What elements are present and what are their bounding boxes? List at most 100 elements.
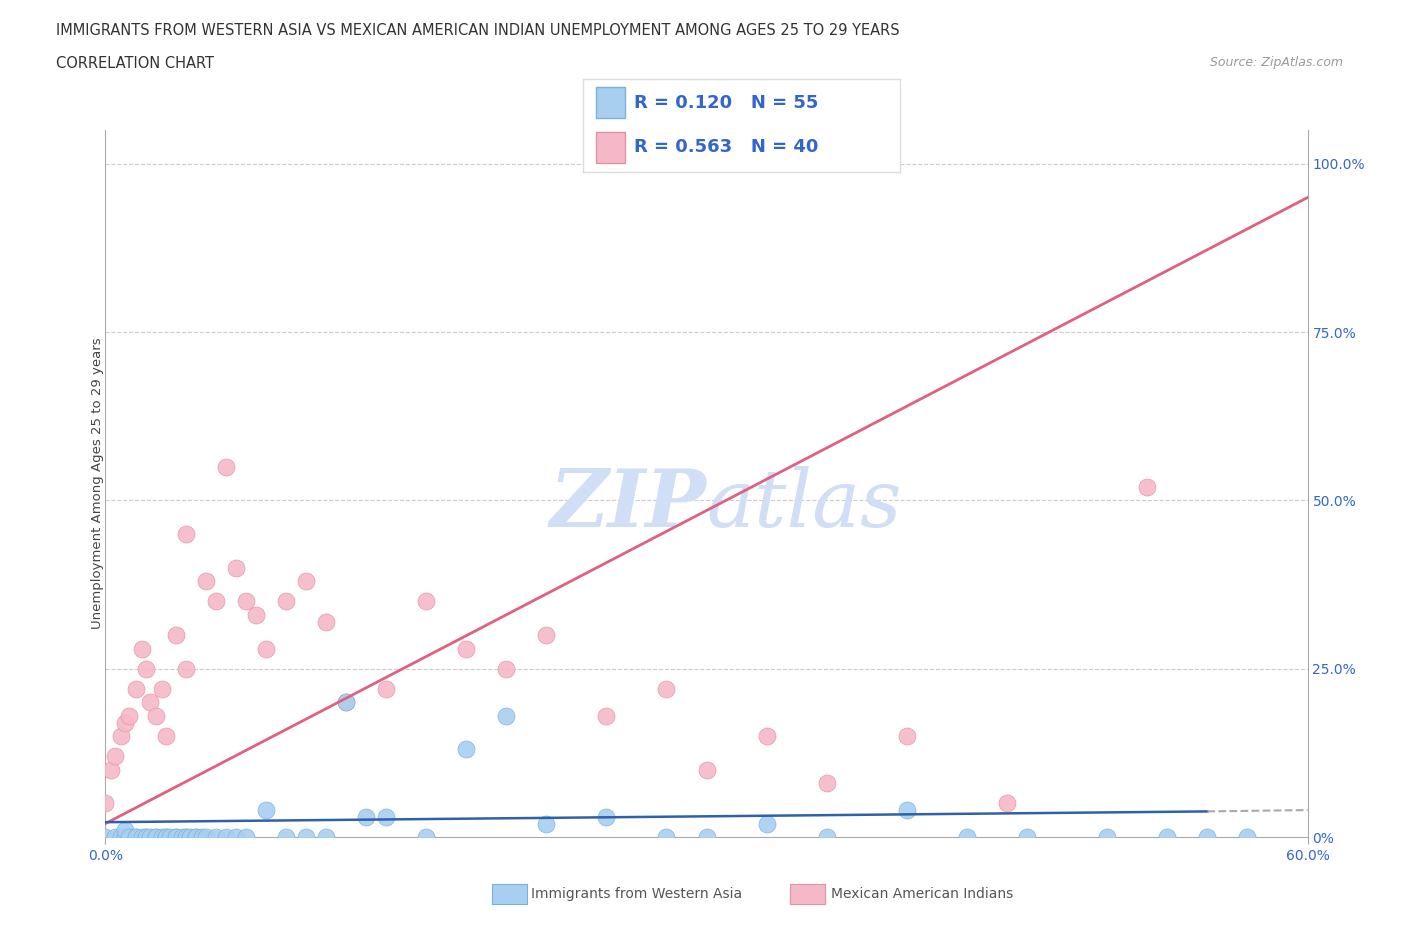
Point [454, 641, 477, 656]
Point [124, 830, 146, 844]
Point [118, 830, 141, 844]
Text: Source: ZipAtlas.com: Source: ZipAtlas.com [1209, 56, 1343, 69]
Point [184, 830, 207, 844]
Point [896, 803, 918, 817]
Point [696, 763, 718, 777]
Point [194, 574, 217, 589]
Text: atlas: atlas [707, 466, 901, 543]
Point [295, 830, 318, 844]
Point [235, 830, 257, 844]
Point [815, 830, 838, 844]
Text: R = 0.563   N = 40: R = 0.563 N = 40 [634, 138, 818, 156]
Point [204, 594, 226, 609]
Point [110, 830, 132, 844]
Point [135, 830, 157, 844]
Point [374, 809, 398, 824]
Point [94, 830, 117, 844]
Point [335, 695, 357, 710]
Point [254, 641, 277, 656]
Point [155, 830, 177, 844]
Point [595, 809, 617, 824]
Point [155, 830, 177, 844]
Text: CORRELATION CHART: CORRELATION CHART [56, 56, 214, 71]
Point [104, 830, 127, 844]
Point [295, 574, 318, 589]
Point [214, 830, 236, 844]
Point [94, 796, 117, 811]
Point [100, 763, 122, 777]
Point [254, 803, 277, 817]
Point [135, 830, 157, 844]
Point [225, 560, 247, 575]
Point [135, 661, 157, 676]
Point [104, 749, 127, 764]
Point [956, 830, 979, 844]
Point [755, 728, 778, 743]
Point [815, 776, 838, 790]
Point [174, 526, 197, 541]
Point [165, 628, 187, 643]
Point [1097, 830, 1119, 844]
Point [114, 830, 136, 844]
Point [315, 614, 337, 629]
Point [118, 709, 141, 724]
Point [415, 594, 437, 609]
Point [155, 728, 177, 743]
Point [274, 830, 297, 844]
Point [174, 661, 197, 676]
Point [150, 830, 173, 844]
Point [374, 682, 398, 697]
Point [534, 817, 557, 831]
Point [184, 830, 207, 844]
Point [138, 695, 160, 710]
Point [145, 830, 167, 844]
Point [179, 830, 201, 844]
Point [274, 594, 297, 609]
Bar [596, 87, 624, 118]
Point [131, 830, 153, 844]
Point [165, 830, 187, 844]
Point [315, 830, 337, 844]
Point [131, 641, 153, 656]
Point [454, 742, 477, 757]
Point [174, 830, 197, 844]
Point [124, 682, 146, 697]
Bar [596, 132, 624, 163]
Point [595, 709, 617, 724]
Point [150, 682, 173, 697]
Point [138, 830, 160, 844]
Point [159, 830, 181, 844]
Point [245, 607, 267, 622]
Text: Mexican American Indians: Mexican American Indians [831, 886, 1014, 901]
Point [214, 459, 236, 474]
Point [110, 728, 132, 743]
Point [1017, 830, 1039, 844]
Point [755, 817, 778, 831]
Point [194, 830, 217, 844]
Text: Immigrants from Western Asia: Immigrants from Western Asia [531, 886, 742, 901]
Point [495, 661, 517, 676]
Point [170, 830, 193, 844]
Point [190, 830, 212, 844]
Point [1197, 830, 1219, 844]
Point [225, 830, 247, 844]
Point [204, 830, 226, 844]
Point [114, 715, 136, 730]
Point [145, 709, 167, 724]
Point [696, 830, 718, 844]
Point [145, 830, 167, 844]
Point [165, 830, 187, 844]
Text: R = 0.120   N = 55: R = 0.120 N = 55 [634, 94, 818, 112]
Point [235, 594, 257, 609]
Text: IMMIGRANTS FROM WESTERN ASIA VS MEXICAN AMERICAN INDIAN UNEMPLOYMENT AMONG AGES : IMMIGRANTS FROM WESTERN ASIA VS MEXICAN … [56, 23, 900, 38]
Text: ZIP: ZIP [550, 466, 707, 543]
Point [1236, 830, 1258, 844]
Point [896, 728, 918, 743]
Point [354, 809, 377, 824]
Point [1156, 830, 1178, 844]
Point [335, 695, 357, 710]
Y-axis label: Unemployment Among Ages 25 to 29 years: Unemployment Among Ages 25 to 29 years [90, 338, 104, 630]
Point [124, 830, 146, 844]
Point [534, 628, 557, 643]
Point [655, 682, 678, 697]
